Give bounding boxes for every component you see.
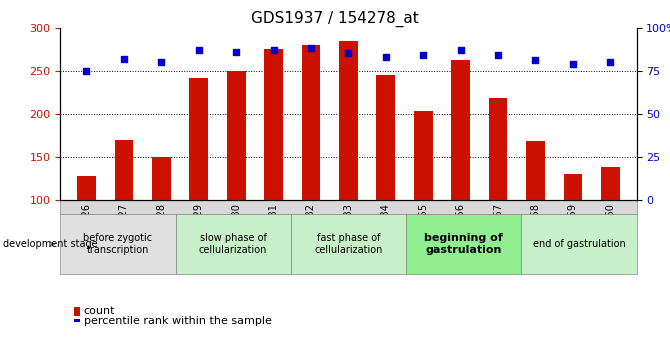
- Point: [343, 51, 354, 56]
- Bar: [452, 60, 470, 200]
- Point: [381, 54, 391, 60]
- Point: [194, 47, 204, 53]
- Text: before zygotic
transcription: before zygotic transcription: [83, 233, 153, 255]
- Bar: [227, 71, 245, 200]
- Point: [156, 59, 167, 65]
- Text: fast phase of
cellularization: fast phase of cellularization: [314, 233, 383, 255]
- Point: [306, 46, 316, 51]
- Point: [456, 47, 466, 53]
- Bar: [601, 167, 620, 200]
- Point: [81, 68, 92, 73]
- Bar: [115, 140, 133, 200]
- Point: [492, 52, 503, 58]
- Bar: [526, 141, 545, 200]
- Point: [418, 52, 429, 58]
- Bar: [302, 45, 320, 200]
- Bar: [77, 176, 96, 200]
- Text: end of gastrulation: end of gastrulation: [533, 239, 625, 249]
- Bar: [152, 157, 171, 200]
- Point: [567, 61, 578, 67]
- Text: percentile rank within the sample: percentile rank within the sample: [84, 316, 271, 326]
- Bar: [377, 75, 395, 200]
- Text: beginning of
gastrulation: beginning of gastrulation: [424, 233, 503, 255]
- Point: [119, 56, 129, 61]
- Point: [268, 47, 279, 53]
- Bar: [414, 111, 433, 200]
- Text: GDS1937 / 154278_at: GDS1937 / 154278_at: [251, 10, 419, 27]
- Text: slow phase of
cellularization: slow phase of cellularization: [199, 233, 267, 255]
- Bar: [264, 49, 283, 200]
- Bar: [488, 98, 507, 200]
- Text: count: count: [84, 306, 115, 316]
- Point: [530, 58, 541, 63]
- Bar: [339, 41, 358, 200]
- Bar: [190, 78, 208, 200]
- Bar: [563, 174, 582, 200]
- Point: [605, 59, 616, 65]
- Point: [230, 49, 241, 55]
- Text: development stage: development stage: [3, 239, 98, 249]
